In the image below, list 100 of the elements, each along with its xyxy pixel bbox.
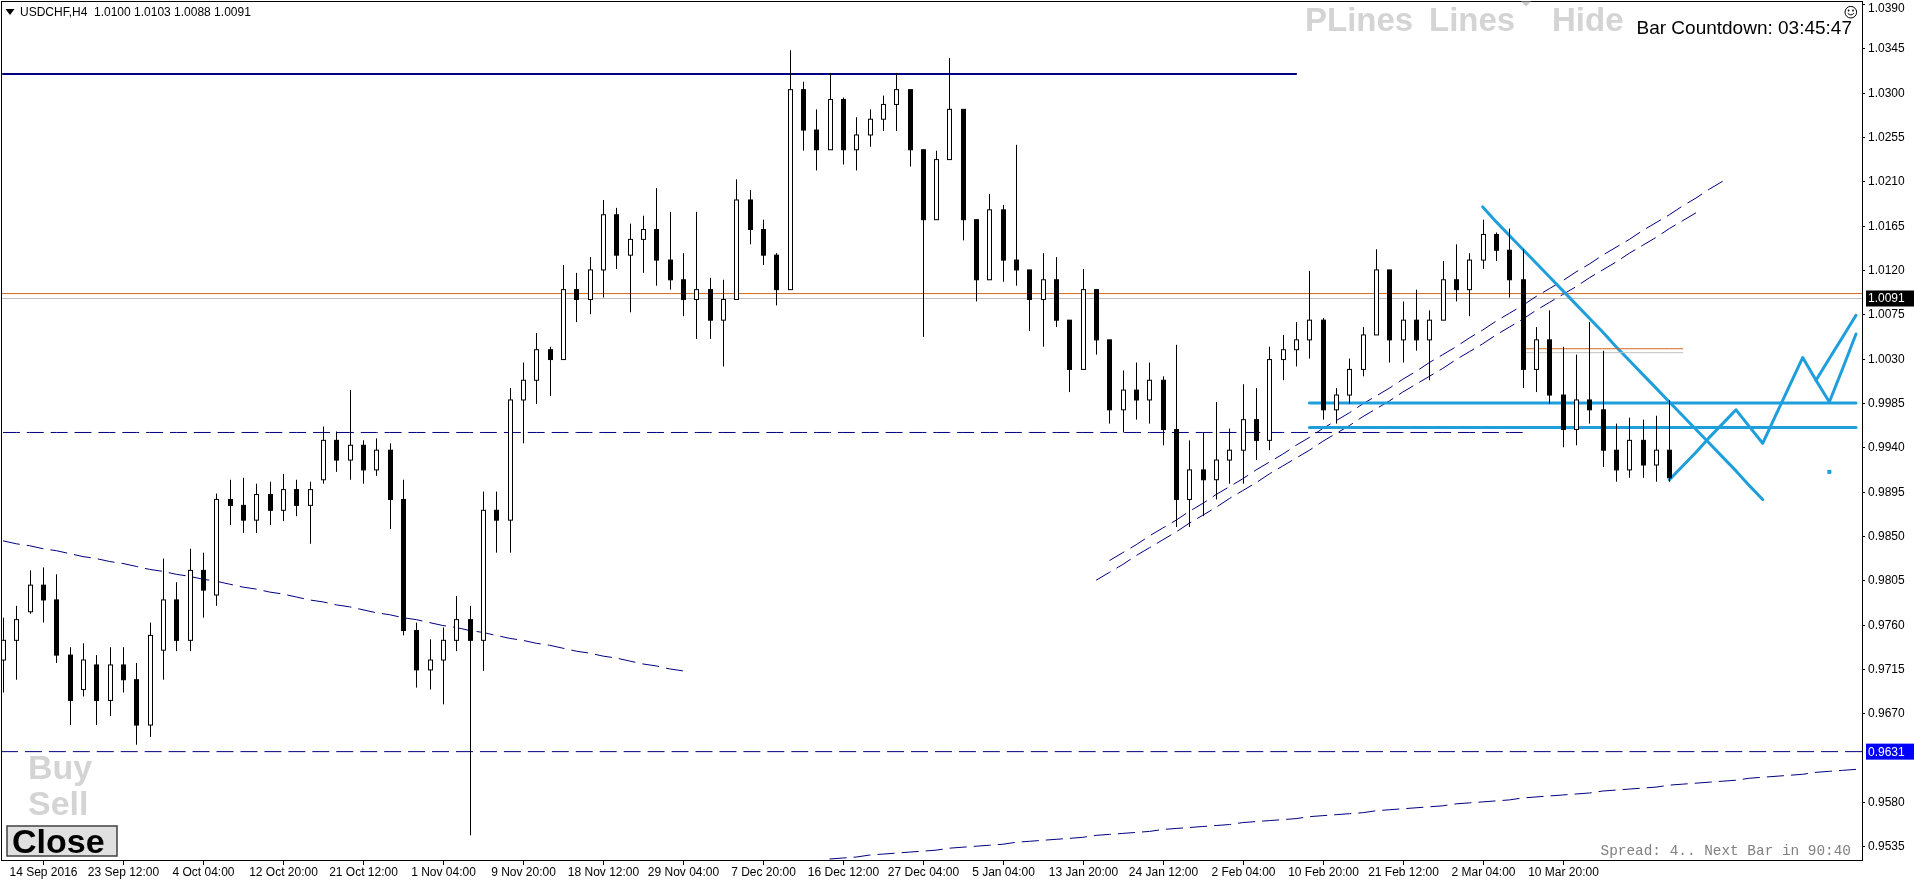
- candlestick: [1134, 362, 1139, 421]
- y-tick-label: 0.9895: [1868, 484, 1906, 499]
- candlestick: [428, 638, 433, 691]
- candlestick: [628, 223, 633, 313]
- x-tick-label: 24 Jan 12:00: [1128, 865, 1199, 879]
- x-tick-label: 7 Dec 20:00: [731, 865, 797, 879]
- x-tick-label: 5 Jan 04:00: [972, 865, 1036, 879]
- candlestick: [854, 116, 859, 171]
- ref-line-label: 0.9631: [1868, 744, 1906, 759]
- candlestick: [121, 646, 126, 694]
- candlestick: [681, 252, 686, 317]
- x-tick-label: 2 Feb 04:00: [1211, 865, 1276, 879]
- y-tick-label: 0.9760: [1868, 617, 1906, 632]
- y-tick-label: 1.0345: [1868, 41, 1906, 56]
- x-tick-label: 21 Feb 12:00: [1368, 865, 1440, 879]
- line-series: [2, 540, 684, 672]
- x-tick-label: 14 Sep 2016: [9, 865, 78, 879]
- candlestick: [201, 552, 206, 619]
- candlestick: [14, 605, 19, 681]
- candlestick: [1587, 321, 1592, 425]
- x-tick-label: 9 Nov 20:00: [491, 865, 557, 879]
- candlestick: [1214, 401, 1219, 500]
- candlestick: [868, 108, 873, 148]
- candlestick: [1014, 144, 1019, 287]
- x-tick-label: 27 Dec 04:00: [887, 865, 960, 879]
- y-tick-label: 1.0210: [1868, 174, 1906, 189]
- candlestick: [268, 481, 273, 526]
- x-tick-label: 18 Nov 12:00: [567, 865, 640, 879]
- candlestick: [1654, 415, 1659, 483]
- candlestick: [1401, 300, 1406, 364]
- x-tick-label: 29 Nov 04:00: [647, 865, 720, 879]
- candlestick: [1041, 252, 1046, 348]
- candlestick: [894, 72, 899, 132]
- candlestick: [1414, 289, 1419, 352]
- candlestick: [721, 279, 726, 367]
- y-tick-label: 0.9535: [1868, 839, 1906, 854]
- candlestick: [1254, 387, 1259, 461]
- candlestick: [1227, 428, 1232, 485]
- candlestick: [1454, 243, 1459, 302]
- candlestick: [668, 211, 673, 291]
- candlestick: [308, 481, 313, 545]
- candlestick: [1281, 334, 1286, 381]
- annotation: Bar Countdown: 03:45:47: [1636, 16, 1852, 38]
- x-tick-label: 23 Sep 12:00: [87, 865, 160, 879]
- y-tick-label: 0.9670: [1868, 706, 1906, 721]
- candlestick: [334, 430, 339, 473]
- y-tick-label: 0.9715: [1868, 661, 1906, 676]
- candlestick: [374, 437, 379, 477]
- chart-title: USDCHF,H4 1.0100 1.0103 1.0088 1.0091: [20, 4, 252, 19]
- candlestick: [494, 491, 499, 554]
- candlestick: [814, 108, 819, 171]
- y-tick-label: 0.9985: [1868, 395, 1906, 410]
- x-tick-label: 10 Mar 20:00: [1528, 865, 1600, 879]
- candlestick: [881, 95, 886, 132]
- candlestick: [1494, 232, 1499, 262]
- x-tick-label: 21 Oct 12:00: [329, 865, 399, 879]
- candlestick: [521, 362, 526, 444]
- candlestick: [41, 566, 46, 624]
- candlestick: [1307, 270, 1312, 360]
- candlestick: [228, 479, 233, 526]
- candlestick: [694, 211, 699, 340]
- y-tick-label: 1.0255: [1868, 129, 1906, 144]
- annotation: Spread: 4.. Next Bar in 90:40: [1600, 843, 1851, 859]
- x-tick-label: 2 Mar 04:00: [1451, 865, 1516, 879]
- y-tick-label: 1.0165: [1868, 218, 1906, 233]
- y-tick-label: 0.9805: [1868, 573, 1906, 588]
- candlestick: [641, 215, 646, 274]
- x-tick-label: 1 Nov 04:00: [411, 865, 477, 879]
- candlestick: [1201, 431, 1206, 517]
- candlestick: [1614, 423, 1619, 483]
- candlestick: [574, 272, 579, 323]
- candlestick: [548, 346, 553, 397]
- candlestick: [441, 627, 446, 705]
- y-tick-label: 0.9940: [1868, 440, 1906, 455]
- y-tick-label: 1.0300: [1868, 85, 1906, 100]
- x-tick-label: 16 Dec 12:00: [807, 865, 880, 879]
- y-tick-label: 1.0120: [1868, 262, 1906, 277]
- candlestick: [468, 605, 473, 836]
- y-tick-label: 1.0390: [1868, 1, 1906, 15]
- x-tick-label: 12 Oct 20:00: [249, 865, 319, 879]
- x-tick-label: 10 Feb 20:00: [1288, 865, 1360, 879]
- y-tick-label: 1.0075: [1868, 307, 1906, 322]
- x-tick-label: 4 Oct 04:00: [172, 865, 235, 879]
- candlestick: [241, 477, 246, 534]
- candlestick: [1294, 321, 1299, 367]
- candlestick: [454, 595, 459, 652]
- ref-line-label: 1.0091: [1868, 291, 1906, 306]
- candlestick: [1427, 309, 1432, 381]
- candlestick: [1334, 387, 1339, 425]
- x-tick-label: 13 Jan 20:00: [1048, 865, 1119, 879]
- candlestick: [1147, 362, 1152, 425]
- candlestick: [1121, 369, 1126, 433]
- annotation: Close: [12, 822, 105, 860]
- candlestick: [281, 473, 286, 522]
- candlestick: [294, 479, 299, 517]
- line-series: [829, 768, 1857, 860]
- y-tick-label: 0.9850: [1868, 528, 1906, 543]
- candlestick: [348, 389, 353, 481]
- y-tick-label: 1.0030: [1868, 351, 1906, 366]
- y-tick-label: 0.9580: [1868, 794, 1906, 809]
